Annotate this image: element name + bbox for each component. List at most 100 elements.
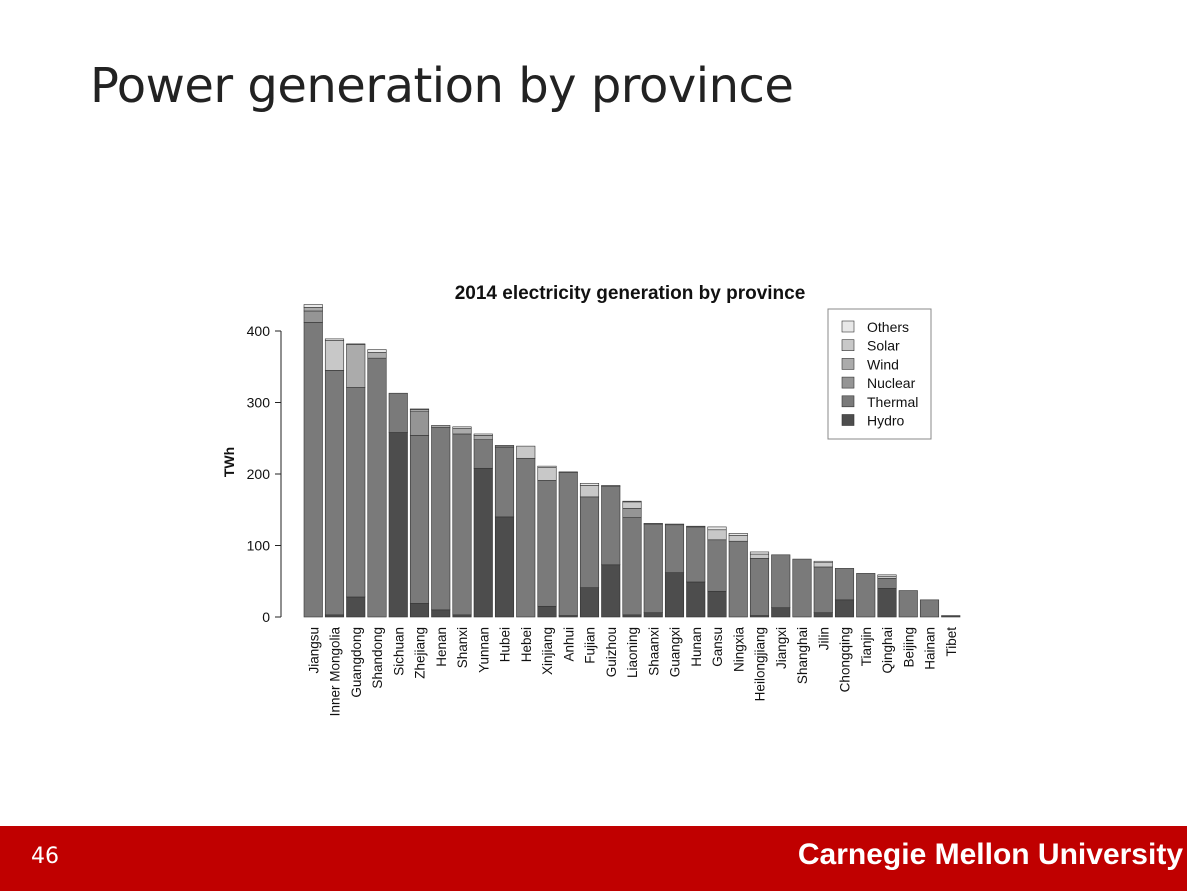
x-tick-label: Hainan	[923, 627, 938, 670]
bar-segment-thermal	[749, 558, 770, 616]
bar-segment-solar	[813, 562, 833, 568]
university-logo-text: Carnegie Mellon University	[797, 838, 1183, 871]
bar-segment-hydro	[579, 587, 600, 618]
x-tick-label: Guangxi	[668, 627, 683, 677]
x-tick-label: Sichuan	[391, 627, 406, 676]
bar-group-shanxi	[452, 426, 472, 618]
legend-label-others: Others	[867, 319, 909, 335]
x-tick-label: Anhui	[561, 627, 576, 662]
bar-segment-others	[664, 523, 685, 526]
x-tick-label: Guizhou	[604, 627, 619, 677]
bar-segment-solar	[749, 553, 770, 559]
x-tick-label: Xinjiang	[540, 627, 555, 675]
bar-segment-hydro	[494, 516, 515, 618]
bar-group-hainan	[919, 599, 940, 618]
bar-group-jilin	[813, 560, 833, 618]
bar-segment-hydro	[771, 607, 791, 618]
legend-swatch-wind	[841, 358, 855, 370]
bar-segment-wind	[346, 344, 366, 388]
x-axis-labels: Jiangsu Inner Mongolia Guangdong Shandong Si…	[306, 627, 959, 717]
legend-label-wind: Wind	[867, 356, 899, 372]
bar-segment-hydro	[537, 605, 557, 618]
x-tick-label: Hebei	[519, 627, 534, 662]
bar-group-hebei	[516, 445, 536, 618]
bar-segment-others	[367, 349, 387, 353]
bar-segment-thermal	[324, 370, 345, 616]
y-tick-label: 200	[247, 466, 271, 482]
bar-segment-solar	[707, 529, 727, 541]
y-tick-label: 0	[262, 609, 270, 625]
bar-segment-hydro	[813, 612, 833, 618]
x-tick-label: Shanghai	[795, 627, 810, 684]
bar-segment-others	[473, 433, 493, 436]
bar-segment-thermal	[452, 433, 472, 616]
bar-segment-thermal	[834, 568, 855, 601]
bar-segment-solar	[324, 339, 345, 371]
x-tick-label: Shanxi	[455, 627, 470, 668]
bar-segment-thermal	[686, 526, 706, 583]
bar-segment-thermal	[494, 447, 515, 518]
slide-title: Power generation by province	[90, 58, 794, 114]
bar-group-xinjiang	[537, 465, 557, 618]
bar-group-tibet	[941, 615, 961, 618]
x-tick-label: Hubei	[498, 627, 513, 662]
x-tick-label: Ningxia	[731, 627, 746, 673]
bar-segment-others	[579, 482, 600, 486]
bar-segment-thermal	[601, 485, 621, 566]
bar-segment-thermal	[622, 517, 642, 616]
bar-segment-hydro	[643, 612, 663, 618]
bar-segment-thermal	[346, 387, 366, 598]
bar-segment-solar	[622, 501, 642, 509]
y-tick-label: 400	[247, 323, 271, 339]
bar-segment-thermal	[813, 566, 833, 614]
bar-segment-hydro	[686, 581, 706, 618]
x-tick-label: Chongqing	[838, 627, 853, 692]
bar-segment-thermal	[516, 457, 536, 618]
x-tick-label: Inner Mongolia	[328, 627, 343, 717]
bar-segment-others	[686, 525, 706, 528]
x-tick-label: Jiangxi	[774, 627, 789, 669]
bar-segment-solar	[728, 535, 748, 542]
bar-segment-thermal	[537, 480, 557, 607]
legend-label-hydro: Hydro	[867, 413, 905, 429]
x-tick-label: Beijing	[901, 627, 916, 668]
bar-segment-hydro	[388, 432, 408, 618]
bar-segment-thermal	[664, 524, 685, 573]
bar-segment-others	[346, 343, 366, 345]
bar-segment-thermal	[792, 558, 812, 618]
bar-segment-others	[749, 551, 770, 555]
bar-group-hunan	[686, 525, 706, 618]
bar-segment-hydro	[473, 467, 493, 618]
bar-segment-hydro	[664, 572, 685, 618]
bar-segment-hydro	[707, 590, 727, 618]
bar-group-jiangxi	[771, 554, 791, 618]
x-tick-label: Henan	[434, 627, 449, 667]
bar-segment-solar	[579, 485, 600, 498]
y-tick-label: 100	[247, 538, 271, 554]
x-tick-label: Gansu	[710, 627, 725, 667]
bar-segment-solar	[516, 445, 536, 459]
bar-segment-nuclear	[409, 410, 430, 436]
bar-segment-hydro	[452, 614, 472, 618]
bar-segment-others	[409, 408, 430, 410]
bar-group-fujian	[579, 482, 600, 618]
bar-group-guangdong	[346, 343, 366, 618]
bar-segment-thermal	[898, 590, 918, 618]
bar-segment-others	[813, 560, 833, 563]
bar-group-guangxi	[664, 523, 685, 618]
bar-segment-hydro	[431, 609, 451, 618]
legend-label-thermal: Thermal	[867, 394, 918, 410]
bar-segment-others	[707, 526, 727, 531]
legend: Others Solar Wind Nuclear Thermal Hydro	[827, 308, 932, 440]
bar-segment-wind	[452, 427, 472, 435]
legend-swatch-thermal	[841, 395, 855, 408]
bar-segment-others	[622, 500, 642, 503]
bar-segment-thermal	[409, 435, 430, 604]
bar-segment-others	[324, 338, 345, 341]
x-tick-label: Yunnan	[476, 627, 491, 673]
bar-segment-hydro	[877, 588, 897, 618]
bar-group-qinghai	[877, 574, 897, 618]
bar-segment-thermal	[919, 599, 940, 618]
bar-segment-thermal	[728, 540, 748, 618]
